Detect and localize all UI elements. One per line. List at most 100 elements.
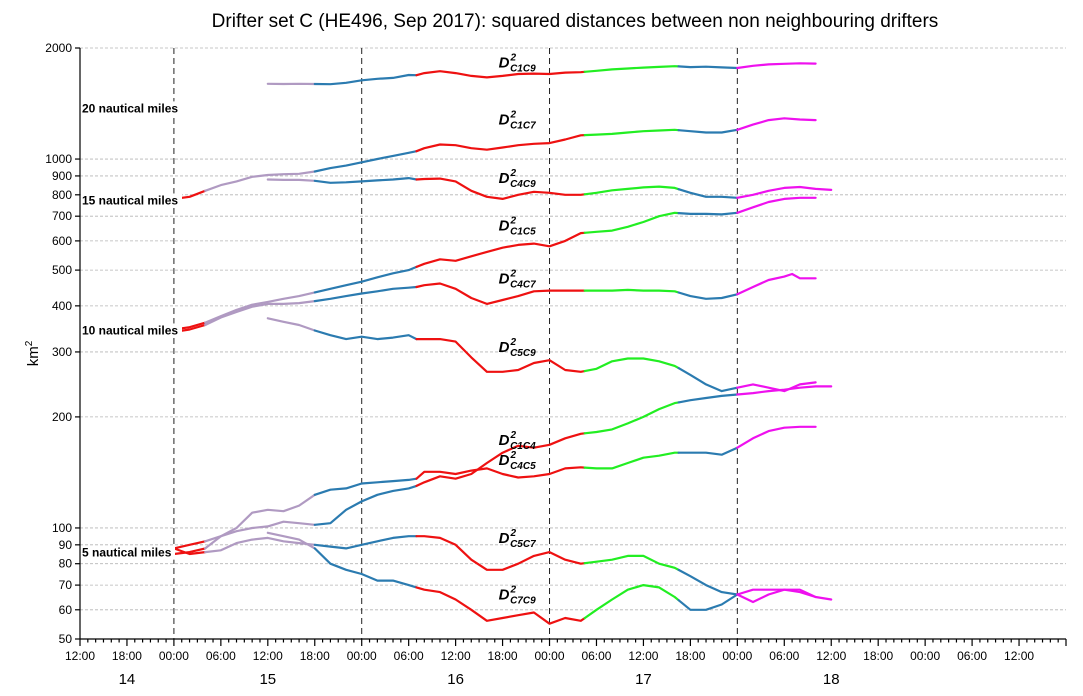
series-label-main: D xyxy=(499,530,510,547)
series-segment-C1C4-blue xyxy=(677,393,739,404)
series-segment-C1C7-red xyxy=(415,134,586,153)
y-tick-label: 90 xyxy=(59,538,73,552)
series-C4C7 xyxy=(172,272,817,333)
series-segment-C5C9-purple xyxy=(266,317,316,332)
series-label-C1C9: D2 C1C9 xyxy=(499,53,536,75)
series-segment-C5C7-green xyxy=(583,554,680,571)
series-segment-C7C9-magenta xyxy=(736,588,833,604)
series-label-C4C5: D2 C4C5 xyxy=(499,450,536,472)
series-segment-C4C5-blue xyxy=(313,477,418,496)
reference-label: 20 nautical miles xyxy=(82,101,178,115)
series-label-sup: 2 xyxy=(510,53,517,64)
y-tick-label: 1000 xyxy=(45,152,72,166)
series-label-sub: C7 xyxy=(523,121,536,132)
y-tick-label: 700 xyxy=(52,209,72,223)
y-tick-label: 80 xyxy=(59,557,73,571)
x-tick-label: 18:00 xyxy=(300,649,330,663)
series-segment-C4C7-blue xyxy=(677,291,739,300)
series-label-main: D xyxy=(499,452,510,469)
day-label: 16 xyxy=(447,671,464,688)
series-segment-C5C7-blue xyxy=(313,535,418,550)
x-tick-label: 00:00 xyxy=(347,649,377,663)
x-tick-label: 12:00 xyxy=(253,649,283,663)
series-C7C9 xyxy=(266,531,833,625)
day-label: 15 xyxy=(259,671,276,688)
reference-label-bg xyxy=(81,101,182,116)
y-tick-label: 200 xyxy=(52,410,72,424)
y-tick-label: 600 xyxy=(52,234,72,248)
series-label-sub: C1 xyxy=(510,441,523,452)
series-label-sub: C5 xyxy=(510,348,523,359)
x-tick-label: 12:00 xyxy=(1004,649,1034,663)
series-segment-C5C7-red xyxy=(172,547,207,556)
series-segment-C5C9-red xyxy=(415,338,586,373)
day-label: 14 xyxy=(119,671,136,688)
series-segment-C7C9-purple xyxy=(266,531,316,550)
series-label-sup: 2 xyxy=(510,337,517,348)
series-C1C7 xyxy=(172,117,817,200)
series-label-sub: C7 xyxy=(523,539,536,550)
series-segment-C1C9-blue xyxy=(313,73,418,86)
series-segment-C4C7-magenta xyxy=(736,272,817,296)
series-segment-C5C7-magenta xyxy=(736,588,817,599)
series-label-C1C5: D2 C1C5 xyxy=(499,216,536,238)
y-tick-label: 900 xyxy=(52,169,72,183)
series-label-sub: C4 xyxy=(510,461,523,472)
series-label-sup: 2 xyxy=(510,216,517,227)
series-C4C5 xyxy=(172,425,817,556)
y-tick-label: 100 xyxy=(52,521,72,535)
reference-label: 15 nautical miles xyxy=(82,194,178,208)
series-label-sub: C5 xyxy=(510,539,523,550)
series-segment-C1C5-green xyxy=(583,211,680,234)
x-tick-label: 18:00 xyxy=(675,649,705,663)
x-tick-label: 18:00 xyxy=(488,649,518,663)
series-label-sub: C4 xyxy=(510,179,523,190)
series-C1C5 xyxy=(172,196,817,331)
series-label-C1C7: D2 C1C7 xyxy=(499,110,536,132)
series-segment-C4C9-blue xyxy=(677,188,739,199)
series-label-sub: C9 xyxy=(523,179,536,190)
series-label-sub: C9 xyxy=(523,348,536,359)
series-label-main: D xyxy=(499,339,510,356)
x-tick-label: 06:00 xyxy=(769,649,799,663)
reference-labels: 5 nautical miles 10 nautical miles 15 naut… xyxy=(81,101,182,560)
y-tick-label: 2000 xyxy=(45,41,72,55)
axes: 50 60 70 80 90 100 200 300 400 500 600 700 800 900 100… xyxy=(45,41,1067,688)
reference-label-bg xyxy=(81,545,175,560)
series-label-sub: C9 xyxy=(523,595,536,606)
x-tick-label: 12:00 xyxy=(628,649,658,663)
y-tick-label: 60 xyxy=(59,603,73,617)
series-label-C4C7: D2 C4C7 xyxy=(499,268,536,290)
chart-title: Drifter set C (HE496, Sep 2017): squared… xyxy=(212,11,939,32)
reference-label: 10 nautical miles xyxy=(82,323,178,337)
x-tick-label: 06:00 xyxy=(206,649,236,663)
series-label-sub: C9 xyxy=(523,64,536,75)
series-label-sup: 2 xyxy=(510,268,517,279)
series-segment-C4C5-blue xyxy=(677,446,739,456)
series-label-sup: 2 xyxy=(510,584,517,595)
series-segment-C1C7-green xyxy=(583,128,680,137)
series-segment-C5C9-blue xyxy=(313,329,418,341)
series-label-C5C7: D2 C5C7 xyxy=(499,528,536,550)
series-segment-C5C7-red xyxy=(415,535,586,571)
series-segment-C1C7-blue xyxy=(313,150,418,173)
series-segment-C1C7-blue xyxy=(677,128,739,134)
x-tick-label: 06:00 xyxy=(957,649,987,663)
series-segment-C4C9-green xyxy=(583,185,680,196)
series-segment-C5C7-purple xyxy=(204,536,316,554)
series-segment-C1C4-red xyxy=(172,540,207,550)
x-tick-label: 12:00 xyxy=(65,649,95,663)
series-segment-C7C9-green xyxy=(583,584,680,620)
series-label-sub: C5 xyxy=(523,461,536,472)
series-segment-C4C7-red xyxy=(415,282,586,305)
series-label-main: D xyxy=(499,170,510,187)
series-segment-C1C7-purple xyxy=(204,170,316,192)
series-segment-C4C5-purple xyxy=(204,493,316,550)
series-segment-C1C5-red xyxy=(415,231,586,268)
series-segment-C4C5-red xyxy=(172,547,207,556)
series-segment-C4C9-purple xyxy=(266,178,316,182)
x-tick-label: 06:00 xyxy=(581,649,611,663)
series-label-sub: C4 xyxy=(523,441,536,452)
